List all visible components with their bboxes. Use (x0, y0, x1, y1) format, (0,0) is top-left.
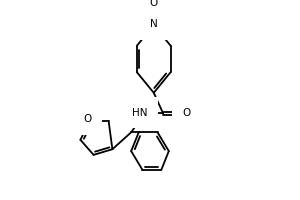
Text: HN: HN (132, 108, 147, 118)
Text: N: N (150, 19, 158, 29)
Text: O: O (84, 114, 92, 124)
Text: O: O (150, 0, 158, 8)
Text: O: O (182, 108, 191, 118)
